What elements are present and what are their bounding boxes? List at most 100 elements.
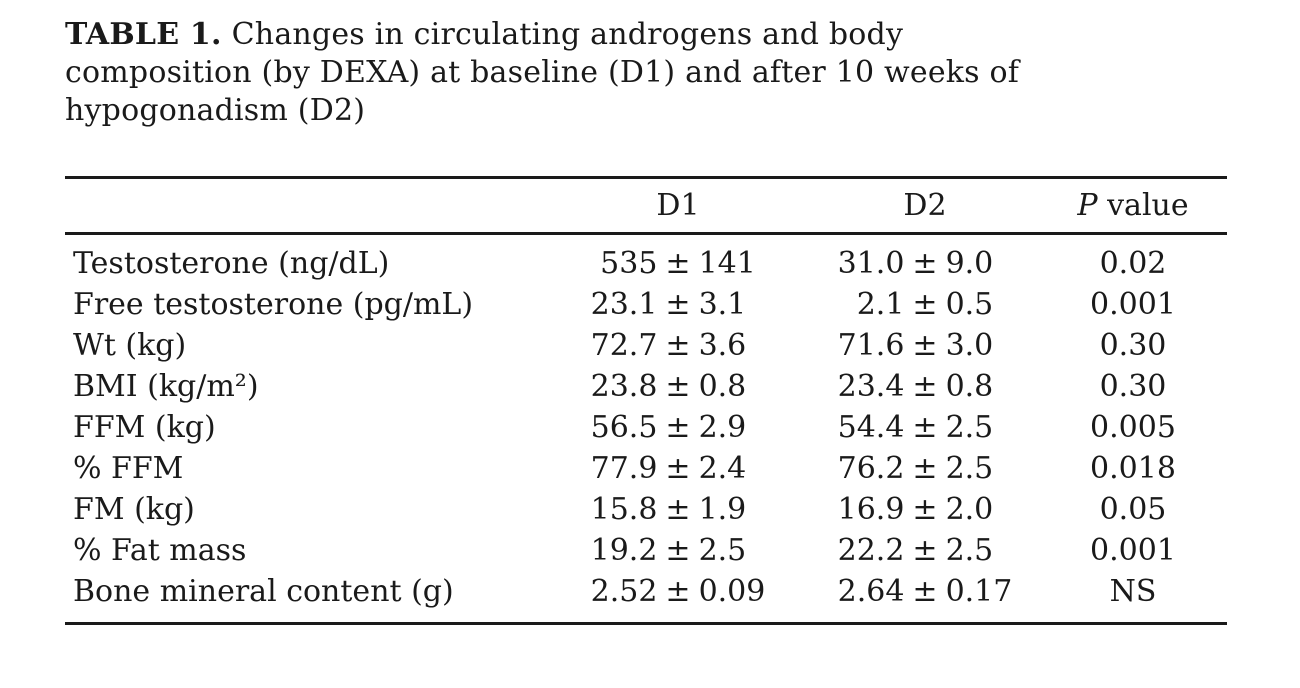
- plus-minus-sign: ±: [665, 328, 691, 363]
- plus-minus-sign: ±: [912, 369, 938, 404]
- plus-minus-sign: ±: [912, 451, 938, 486]
- table-row: Free testosterone (pg/mL) 23.1 ±3.1 2.1 ±0…: [65, 284, 1227, 325]
- table-row: FFM (kg) 56.5 ±2.9 54.4 ±2.5 0.005: [65, 407, 1227, 448]
- d1-mean: 77.9: [590, 451, 658, 486]
- p-value-header-italic: P: [1077, 187, 1098, 223]
- table-row: BMI (kg/m²) 23.8 ±0.8 23.4 ±0.8 0.30: [65, 366, 1227, 407]
- caption-text-1: Changes in circulating androgens and bod…: [231, 17, 904, 52]
- d1-value: 23.1 ±3.1: [545, 284, 811, 325]
- d1-mean: 19.2: [590, 533, 658, 568]
- d1-value: 2.52 ±0.09: [545, 571, 811, 612]
- d2-sd: 2.5: [945, 451, 994, 486]
- caption-line-2: composition (by DEXA) at baseline (D1) a…: [65, 55, 1020, 90]
- plus-minus-sign: ±: [912, 492, 938, 527]
- table-row: % FFM 77.9 ±2.4 76.2 ±2.5 0.018: [65, 448, 1227, 489]
- row-label: FM (kg): [73, 492, 195, 527]
- row-label: FFM (kg): [73, 410, 216, 445]
- p-value: NS: [1109, 574, 1157, 609]
- d2-sd: 2.5: [945, 410, 994, 445]
- p-value: 0.30: [1099, 328, 1167, 363]
- d2-value: 71.6 ±3.0: [811, 325, 1039, 366]
- d1-value: 15.8 ±1.9: [545, 489, 811, 530]
- row-label: % FFM: [73, 451, 184, 486]
- plus-minus-sign: ±: [665, 574, 691, 609]
- d2-sd: 0.17: [945, 574, 1013, 609]
- d2-mean: 31.0: [837, 246, 905, 281]
- p-value: 0.05: [1099, 492, 1167, 527]
- d2-value: 54.4 ±2.5: [811, 407, 1039, 448]
- table-row: % Fat mass 19.2 ±2.5 22.2 ±2.5 0.001: [65, 530, 1227, 571]
- d2-value: 23.4 ±0.8: [811, 366, 1039, 407]
- data-table: D1 D2 P value Testosterone (ng/dL) 535 ±1…: [65, 176, 1227, 625]
- d1-sd: 3.6: [698, 328, 747, 363]
- plus-minus-sign: ±: [912, 246, 938, 281]
- row-label: % Fat mass: [73, 533, 247, 568]
- d1-sd: 1.9: [698, 492, 747, 527]
- d1-mean: 72.7: [590, 328, 658, 363]
- d2-mean: 2.64: [837, 574, 905, 609]
- d2-value: 16.9 ±2.0: [811, 489, 1039, 530]
- d1-sd: 141: [698, 246, 756, 281]
- column-header-d2: D2: [903, 187, 947, 223]
- plus-minus-sign: ±: [665, 492, 691, 527]
- plus-minus-sign: ±: [665, 451, 691, 486]
- caption-line-1: TABLE 1. Changes in circulating androgens…: [65, 16, 1300, 54]
- plus-minus-sign: ±: [665, 533, 691, 568]
- p-value: 0.001: [1090, 533, 1176, 568]
- d2-value: 22.2 ±2.5: [811, 530, 1039, 571]
- p-value-header-rest: value: [1107, 187, 1189, 223]
- d1-sd: 2.4: [698, 451, 747, 486]
- row-label: Bone mineral content (g): [73, 574, 454, 609]
- table-body: Testosterone (ng/dL) 535 ±141 31.0 ±9.0 0.…: [65, 235, 1227, 622]
- row-label: Wt (kg): [73, 328, 187, 363]
- table-row: Wt (kg) 72.7 ±3.6 71.6 ±3.0 0.30: [65, 325, 1227, 366]
- p-value: 0.02: [1099, 246, 1167, 281]
- d2-mean: 76.2: [837, 451, 905, 486]
- d2-mean: 22.2: [837, 533, 905, 568]
- d1-value: 19.2 ±2.5: [545, 530, 811, 571]
- plus-minus-sign: ±: [665, 246, 691, 281]
- d2-sd: 2.0: [945, 492, 994, 527]
- page: TABLE 1. Changes in circulating androgens…: [65, 16, 1300, 625]
- d1-value: 56.5 ±2.9: [545, 407, 811, 448]
- d2-mean: 71.6: [837, 328, 905, 363]
- d2-mean: 2.1: [856, 287, 905, 322]
- plus-minus-sign: ±: [912, 533, 938, 568]
- p-value: 0.005: [1090, 410, 1176, 445]
- plus-minus-sign: ±: [665, 369, 691, 404]
- d2-mean: 16.9: [837, 492, 905, 527]
- d2-sd: 2.5: [945, 533, 994, 568]
- p-value: 0.018: [1090, 451, 1176, 486]
- d2-sd: 0.5: [945, 287, 994, 322]
- d2-value: 31.0 ±9.0: [811, 243, 1039, 284]
- plus-minus-sign: ±: [912, 287, 938, 322]
- plus-minus-sign: ±: [912, 410, 938, 445]
- d2-sd: 9.0: [945, 246, 994, 281]
- plus-minus-sign: ±: [912, 574, 938, 609]
- plus-minus-sign: ±: [912, 328, 938, 363]
- d1-value: 77.9 ±2.4: [545, 448, 811, 489]
- plus-minus-sign: ±: [665, 287, 691, 322]
- p-value: 0.30: [1099, 369, 1167, 404]
- row-label: Free testosterone (pg/mL): [73, 287, 474, 322]
- d1-value: 535 ±141: [545, 243, 811, 284]
- d2-mean: 23.4: [837, 369, 905, 404]
- d2-value: 2.64 ±0.17: [811, 571, 1039, 612]
- table-row: Testosterone (ng/dL) 535 ±141 31.0 ±9.0 0.…: [65, 243, 1227, 284]
- d2-mean: 54.4: [837, 410, 905, 445]
- table-header-row: D1 D2 P value: [65, 179, 1227, 235]
- d1-mean: 23.1: [590, 287, 658, 322]
- table-caption: TABLE 1. Changes in circulating androgens…: [65, 16, 1300, 130]
- d2-sd: 0.8: [945, 369, 994, 404]
- d1-mean: 2.52: [590, 574, 658, 609]
- column-header-pvalue: P value: [1039, 187, 1227, 223]
- table-row: FM (kg) 15.8 ±1.9 16.9 ±2.0 0.05: [65, 489, 1227, 530]
- d1-sd: 0.8: [698, 369, 747, 404]
- d1-mean: 56.5: [590, 410, 658, 445]
- p-value: 0.001: [1090, 287, 1176, 322]
- d1-sd: 2.9: [698, 410, 747, 445]
- d2-value: 2.1 ±0.5: [811, 284, 1039, 325]
- d1-sd: 2.5: [698, 533, 747, 568]
- row-label: BMI (kg/m²): [73, 369, 259, 404]
- d1-mean: 23.8: [590, 369, 658, 404]
